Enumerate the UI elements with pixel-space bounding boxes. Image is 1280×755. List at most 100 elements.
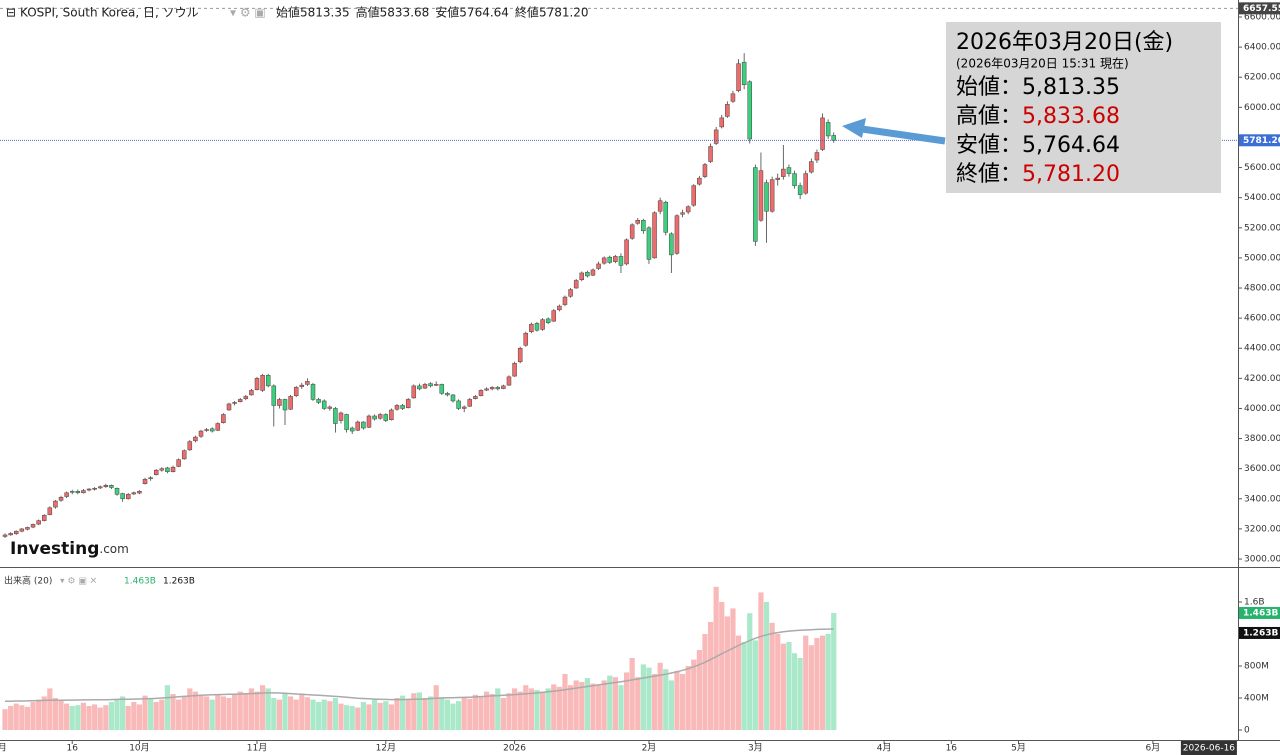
volume-bar	[679, 674, 686, 730]
volume-bar	[573, 680, 579, 730]
volume-bar	[528, 688, 534, 730]
volume-bar	[478, 696, 484, 730]
header-value: 5764.64	[459, 6, 509, 20]
info-label: 安値：	[956, 133, 1022, 158]
logo-suffix: .com	[99, 542, 128, 556]
candle-body	[792, 173, 797, 186]
volume-bar	[467, 698, 473, 730]
x-tick-label: 10月	[129, 743, 149, 754]
volume-bar	[651, 674, 658, 730]
candle-body	[383, 414, 389, 421]
volume-bar	[321, 699, 327, 730]
y-tick-label: 6200.00	[1244, 73, 1280, 83]
candle-body	[181, 450, 187, 460]
candle-body	[646, 227, 652, 260]
volume-bar	[327, 701, 333, 730]
candle-body	[405, 399, 411, 408]
candle-body	[618, 256, 624, 266]
volume-bar	[136, 704, 143, 730]
header-label: 終値	[515, 5, 539, 20]
volume-bar	[288, 696, 294, 730]
volume-bar	[394, 698, 400, 730]
candle-body	[433, 384, 439, 386]
max-marker-box	[1239, 2, 1280, 15]
info-box-bg	[946, 22, 1221, 193]
volume-bar	[719, 602, 725, 730]
volume-bar	[232, 694, 238, 730]
candle-body	[47, 507, 53, 515]
volume-bar	[120, 696, 126, 730]
x-tick-label: 4月	[877, 743, 892, 754]
candle-body	[736, 63, 741, 92]
candle-body	[81, 490, 86, 494]
volume-bar	[86, 706, 92, 730]
volume-bar	[360, 702, 366, 730]
info-value: 5,813.35	[1022, 75, 1120, 100]
volume-bar	[444, 699, 450, 730]
volume-bar	[472, 694, 478, 730]
volume-bar	[803, 635, 809, 730]
candle-body	[596, 263, 601, 269]
x-cursor-box	[1180, 741, 1237, 755]
volume-bar	[819, 635, 826, 730]
volume-bar	[747, 613, 753, 730]
volume-bar	[215, 694, 221, 730]
volume-bar	[590, 683, 596, 730]
volume-bar	[159, 699, 165, 730]
volume-icons[interactable]: ▾ ⚙ ▣ ✕	[60, 577, 97, 587]
volume-bar	[483, 691, 490, 730]
candle-body	[422, 384, 428, 389]
volume-bar	[377, 702, 383, 730]
candle-body	[719, 117, 724, 128]
volume-bar	[814, 638, 820, 730]
candle-body	[13, 530, 19, 534]
candle-body	[506, 376, 512, 386]
volume-bar	[517, 691, 523, 730]
candle-body	[243, 396, 249, 399]
candle-body	[2, 534, 8, 537]
y-tick-label: 5000.00	[1244, 253, 1280, 263]
logo-brand: Investing	[10, 539, 99, 559]
candle-body	[265, 375, 271, 387]
candle-body	[293, 387, 299, 396]
candle-body	[764, 182, 769, 212]
y-tick-label: 3400.00	[1244, 494, 1280, 504]
candle-body	[165, 467, 170, 472]
volume-bar	[635, 677, 641, 730]
volume-ma-line	[5, 628, 834, 702]
candle-body	[19, 528, 25, 532]
volume-legend-value: 1.463B	[124, 577, 156, 587]
candle-body	[344, 414, 349, 430]
candle-body	[495, 387, 501, 390]
candle-body	[697, 177, 702, 185]
candle-body	[517, 347, 523, 363]
volume-bar	[579, 682, 585, 730]
candle-body	[282, 399, 288, 411]
volume-bar	[170, 694, 176, 730]
volume-bar	[198, 694, 204, 730]
volume-bar	[19, 705, 25, 730]
x-tick-label: 6月	[1146, 743, 1161, 754]
candle-body	[355, 421, 361, 431]
y-tick-label: 3600.00	[1244, 464, 1280, 474]
volume-bar	[187, 688, 193, 730]
volume-bar	[657, 662, 663, 730]
volume-bar	[148, 698, 154, 730]
candle-body	[338, 412, 344, 421]
volume-bar	[52, 698, 59, 730]
volume-bar	[366, 704, 372, 730]
header-label: 高値	[356, 5, 380, 20]
x-tick-label: 16	[946, 744, 958, 754]
candle-body	[523, 332, 529, 346]
candle-body	[69, 491, 75, 493]
header-icons[interactable]: ▾ ⚙ ▣	[230, 6, 266, 20]
candle-body	[209, 428, 215, 432]
candle-body	[142, 478, 148, 484]
candle-body	[456, 400, 461, 409]
volume-bar	[108, 702, 115, 730]
volume-bar	[399, 695, 406, 730]
candle-body	[120, 493, 125, 500]
candle-body	[92, 488, 97, 490]
volume-bar	[702, 634, 708, 730]
candle-body	[109, 484, 114, 488]
